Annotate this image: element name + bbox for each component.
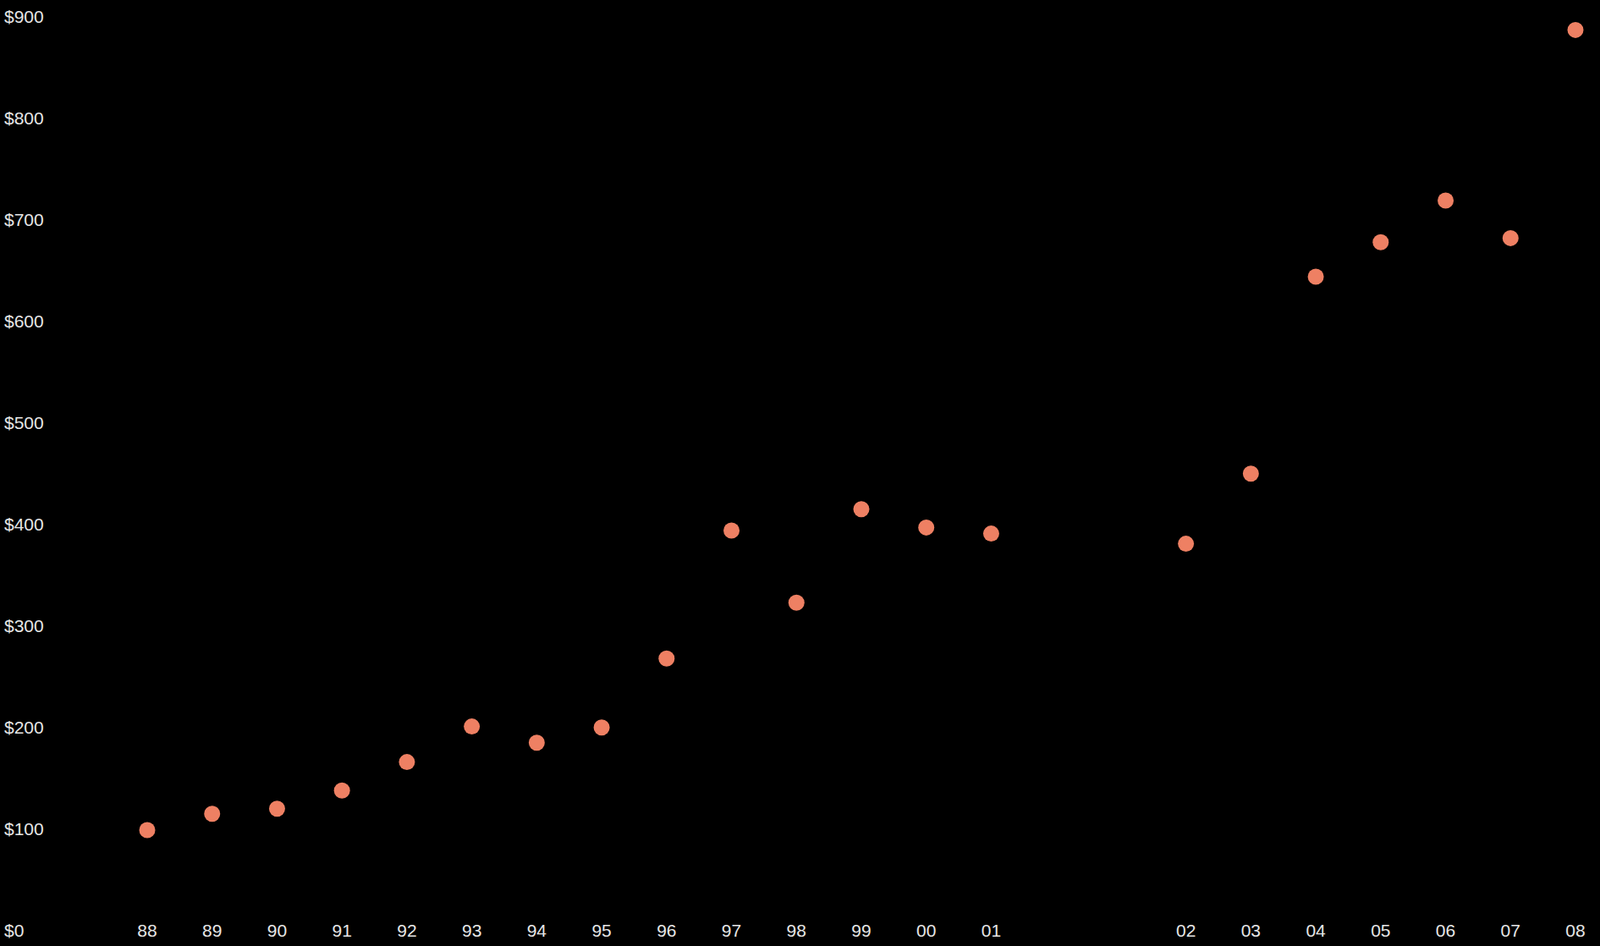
x-tick-label: 91 [332, 920, 352, 941]
point [593, 719, 611, 736]
point [983, 525, 1000, 542]
point [1567, 21, 1584, 39]
x-tick-label: 06 [1435, 920, 1456, 941]
y-tick-label: $700 [4, 209, 44, 230]
y-tick-label: $200 [4, 717, 44, 737]
x-tick-label: 04 [1305, 920, 1326, 941]
x-tick-label: 99 [851, 920, 871, 941]
x-tick-label: 92 [396, 920, 417, 941]
chart: $0 $100 $200 $300 $400 $500 $600 $700 $800 $900 88… [0, 0, 1600, 946]
x-axis: 88 89 90 91 92 93 94 95 96 97 98 99 00 01 02 03 04 05 06 07… [137, 920, 1585, 941]
x-tick-label: 03 [1241, 920, 1261, 941]
x-tick-label: 93 [461, 920, 482, 941]
point [918, 519, 935, 536]
point [788, 594, 805, 611]
point [853, 500, 870, 517]
x-tick-label: 05 [1370, 920, 1391, 941]
point [528, 734, 545, 751]
x-tick-label: 00 [916, 920, 936, 941]
x-tick-label: 02 [1176, 920, 1196, 941]
y-tick-label: $100 [4, 819, 44, 839]
x-tick-label: 89 [202, 920, 222, 941]
y-tick-label: $300 [4, 615, 44, 636]
point [1177, 535, 1194, 552]
point [1372, 234, 1389, 251]
y-tick-label: $800 [4, 108, 44, 128]
y-tick-label: $900 [4, 6, 44, 27]
x-tick-label: 88 [137, 920, 157, 941]
point [334, 782, 351, 799]
x-tick-label: 94 [527, 920, 548, 941]
point [1242, 465, 1260, 482]
x-tick-label: 95 [591, 920, 611, 941]
x-tick-label: 98 [786, 920, 807, 941]
point [139, 822, 156, 839]
y-tick-label: $600 [4, 311, 44, 331]
point [723, 522, 740, 539]
y-tick-label: $500 [4, 412, 44, 433]
point [1437, 192, 1454, 209]
point [203, 805, 220, 822]
x-tick-label: 97 [721, 920, 742, 941]
point [269, 800, 286, 817]
y-tick-label: $0 [4, 920, 24, 941]
point [398, 753, 415, 770]
point [463, 718, 480, 735]
x-tick-label: 07 [1501, 920, 1521, 941]
x-tick-label: 01 [981, 920, 1001, 941]
y-axis: $0 $100 $200 $300 $400 $500 $600 $700 $800 $900 [4, 6, 44, 941]
x-tick-label: 08 [1565, 920, 1585, 941]
point [658, 650, 675, 667]
point [1308, 269, 1325, 286]
marks [139, 21, 1584, 839]
y-tick-label: $400 [4, 514, 44, 534]
point [1502, 230, 1519, 247]
x-tick-label: 96 [656, 920, 677, 941]
x-tick-label: 90 [267, 920, 287, 941]
